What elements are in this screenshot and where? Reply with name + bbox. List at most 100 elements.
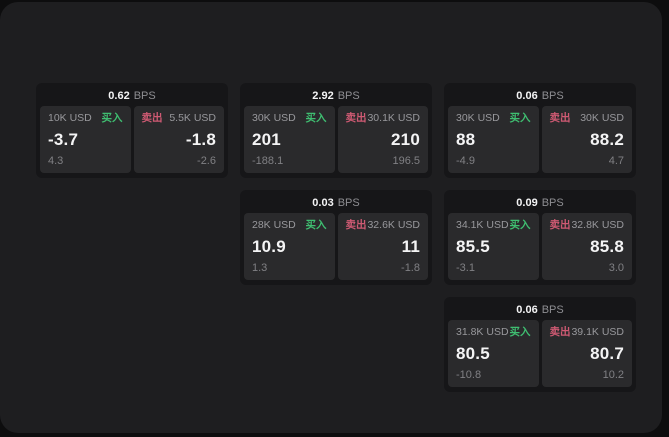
sell-panel-header: 卖出 32.6K USD — [346, 220, 421, 231]
sell-delta: 4.7 — [608, 155, 624, 167]
quote-card: 0.62 BPS 10K USD 买入 -3.7 4.3 卖出 5.5K USD — [36, 83, 228, 178]
buy-amount: 28K USD — [252, 219, 296, 231]
quote-card-body: 31.8K USD 买入 80.5 -10.8 卖出 39.1K USD 80.… — [448, 320, 632, 387]
sell-label: 卖出 — [549, 326, 571, 338]
buy-price: -3.7 — [48, 130, 79, 150]
buy-panel[interactable]: 10K USD 买入 -3.7 4.3 — [40, 106, 131, 173]
quote-card-body: 34.1K USD 买入 85.5 -3.1 卖出 32.8K USD 85.8… — [448, 213, 632, 280]
buy-price: 88 — [456, 130, 476, 150]
sell-label: 卖出 — [549, 219, 571, 231]
bps-value: 2.92 — [312, 89, 334, 102]
buy-label: 买入 — [305, 112, 327, 124]
bps-header: 0.06 BPS — [444, 297, 636, 320]
sell-delta: 196.5 — [392, 155, 420, 167]
buy-amount: 30K USD — [252, 112, 296, 124]
sell-delta: 10.2 — [602, 369, 624, 381]
sell-price: 11 — [401, 237, 420, 257]
buy-amount: 34.1K USD — [456, 219, 509, 231]
sell-amount: 32.8K USD — [571, 219, 624, 231]
quote-card-body: 28K USD 买入 10.9 1.3 卖出 32.6K USD 11 -1.8 — [244, 213, 428, 280]
bps-header: 0.62 BPS — [36, 83, 228, 106]
buy-panel[interactable]: 31.8K USD 买入 80.5 -10.8 — [448, 320, 539, 387]
sell-panel[interactable]: 卖出 32.8K USD 85.8 3.0 — [541, 213, 632, 280]
quote-card-body: 30K USD 买入 201 -188.1 卖出 30.1K USD 210 1… — [244, 106, 428, 173]
buy-price: 10.9 — [252, 237, 286, 257]
sell-price: 210 — [391, 130, 420, 150]
bps-value: 0.03 — [312, 196, 334, 209]
sell-price: 80.7 — [590, 344, 624, 364]
sell-panel[interactable]: 卖出 32.6K USD 11 -1.8 — [337, 213, 428, 280]
quote-card: 2.92 BPS 30K USD 买入 201 -188.1 卖出 30.1K … — [240, 83, 432, 178]
bps-unit-label: BPS — [541, 303, 564, 316]
buy-panel-header: 28K USD 买入 — [252, 220, 327, 231]
quote-cards-grid: 0.62 BPS 10K USD 买入 -3.7 4.3 卖出 5.5K USD — [36, 83, 636, 392]
bps-value: 0.06 — [516, 303, 538, 316]
buy-panel[interactable]: 34.1K USD 买入 85.5 -3.1 — [448, 213, 539, 280]
sell-panel[interactable]: 卖出 30.1K USD 210 196.5 — [337, 106, 428, 173]
bps-unit-label: BPS — [337, 196, 360, 209]
sell-panel[interactable]: 卖出 5.5K USD -1.8 -2.6 — [133, 106, 224, 173]
bps-value: 0.06 — [516, 89, 538, 102]
sell-price: 88.2 — [590, 130, 624, 150]
sell-label: 卖出 — [345, 112, 367, 124]
quote-card: 0.06 BPS 30K USD 买入 88 -4.9 卖出 30K USD — [444, 83, 636, 178]
buy-delta: -3.1 — [456, 262, 475, 274]
buy-label: 买入 — [509, 112, 531, 124]
bps-unit-label: BPS — [541, 196, 564, 209]
buy-label: 买入 — [509, 219, 531, 231]
buy-panel-header: 10K USD 买入 — [48, 113, 123, 124]
bps-header: 2.92 BPS — [240, 83, 432, 106]
buy-amount: 30K USD — [456, 112, 500, 124]
buy-price: 201 — [252, 130, 281, 150]
sell-panel-header: 卖出 30K USD — [550, 113, 625, 124]
quote-card: 0.09 BPS 34.1K USD 买入 85.5 -3.1 卖出 32.8K… — [444, 190, 636, 285]
buy-delta: -4.9 — [456, 155, 475, 167]
bps-value: 0.62 — [108, 89, 130, 102]
buy-price: 85.5 — [456, 237, 490, 257]
sell-amount: 39.1K USD — [571, 326, 624, 338]
sell-price: -1.8 — [185, 130, 216, 150]
sell-delta: 3.0 — [608, 262, 624, 274]
bps-header: 0.06 BPS — [444, 83, 636, 106]
bps-unit-label: BPS — [133, 89, 156, 102]
sell-panel-header: 卖出 5.5K USD — [142, 113, 217, 124]
buy-delta: 4.3 — [48, 155, 64, 167]
buy-label: 买入 — [305, 219, 327, 231]
sell-panel-header: 卖出 39.1K USD — [550, 327, 625, 338]
bps-header: 0.09 BPS — [444, 190, 636, 213]
sell-delta: -1.8 — [401, 262, 420, 274]
quote-card: 0.06 BPS 31.8K USD 买入 80.5 -10.8 卖出 39.1… — [444, 297, 636, 392]
buy-delta: -188.1 — [252, 155, 284, 167]
buy-delta: 1.3 — [252, 262, 268, 274]
buy-panel-header: 34.1K USD 买入 — [456, 220, 531, 231]
sell-label: 卖出 — [345, 219, 367, 231]
bps-value: 0.09 — [516, 196, 538, 209]
app-panel: 0.62 BPS 10K USD 买入 -3.7 4.3 卖出 5.5K USD — [0, 2, 662, 433]
buy-panel-header: 31.8K USD 买入 — [456, 327, 531, 338]
sell-label: 卖出 — [141, 112, 163, 124]
sell-amount: 30K USD — [580, 112, 624, 124]
buy-label: 买入 — [101, 112, 123, 124]
quote-card: 0.03 BPS 28K USD 买入 10.9 1.3 卖出 32.6K US… — [240, 190, 432, 285]
sell-panel-header: 卖出 30.1K USD — [346, 113, 421, 124]
buy-panel-header: 30K USD 买入 — [456, 113, 531, 124]
buy-panel[interactable]: 28K USD 买入 10.9 1.3 — [244, 213, 335, 280]
sell-panel[interactable]: 卖出 39.1K USD 80.7 10.2 — [541, 320, 632, 387]
buy-panel[interactable]: 30K USD 买入 88 -4.9 — [448, 106, 539, 173]
sell-panel[interactable]: 卖出 30K USD 88.2 4.7 — [541, 106, 632, 173]
sell-amount: 30.1K USD — [367, 112, 420, 124]
bps-unit-label: BPS — [337, 89, 360, 102]
buy-amount: 31.8K USD — [456, 326, 509, 338]
quote-card-body: 10K USD 买入 -3.7 4.3 卖出 5.5K USD -1.8 -2.… — [40, 106, 224, 173]
sell-amount: 5.5K USD — [169, 112, 216, 124]
bps-header: 0.03 BPS — [240, 190, 432, 213]
buy-label: 买入 — [509, 326, 531, 338]
buy-amount: 10K USD — [48, 112, 92, 124]
buy-panel[interactable]: 30K USD 买入 201 -188.1 — [244, 106, 335, 173]
bps-unit-label: BPS — [541, 89, 564, 102]
buy-panel-header: 30K USD 买入 — [252, 113, 327, 124]
buy-delta: -10.8 — [456, 369, 482, 381]
sell-label: 卖出 — [549, 112, 571, 124]
quote-card-body: 30K USD 买入 88 -4.9 卖出 30K USD 88.2 4.7 — [448, 106, 632, 173]
sell-amount: 32.6K USD — [367, 219, 420, 231]
